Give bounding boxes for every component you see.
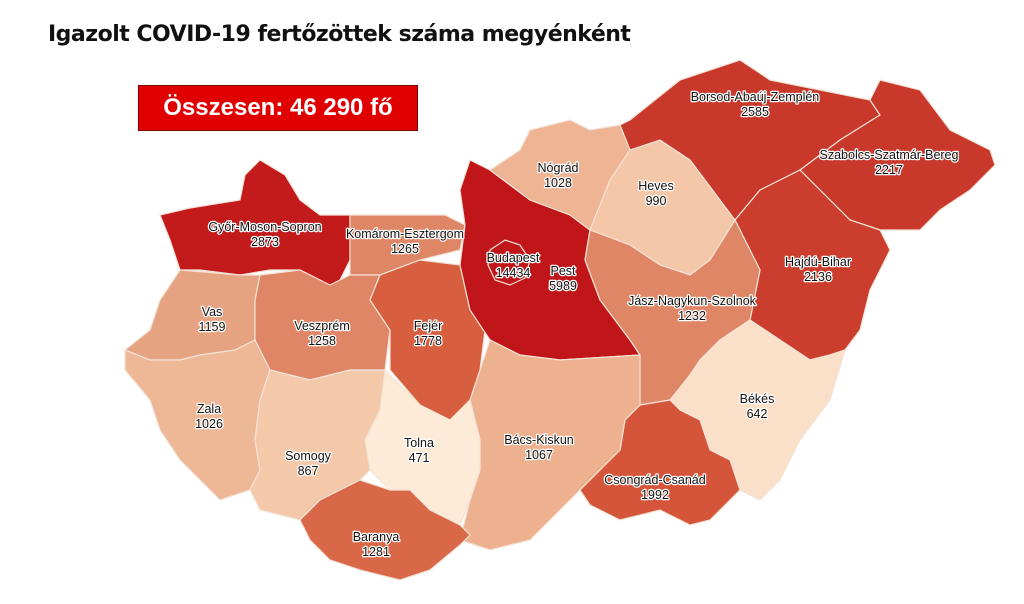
label-pest: Pest 5989 [549, 264, 577, 293]
label-baranya: Baranya 1281 [353, 530, 400, 559]
county-baranya[interactable] [299, 479, 471, 581]
county-vas[interactable] [123, 269, 261, 361]
label-hajdu: Hajdú-Bihar 2136 [785, 255, 851, 284]
label-bacs: Bács-Kiskun 1067 [504, 433, 574, 462]
map-title: Igazolt COVID-19 fertőzöttek száma megyé… [48, 22, 631, 47]
label-somogy: Somogy 867 [285, 449, 332, 478]
total-badge: Összesen: 46 290 fő [138, 85, 418, 131]
label-budapest: Budapest 14434 [487, 251, 540, 280]
label-szabolcs: Szabolcs-Szatmár-Bereg 2217 [820, 148, 959, 177]
county-budapest[interactable] [487, 239, 531, 286]
label-fejer: Fejér 1778 [414, 319, 442, 348]
label-csongrad: Csongrád-Csanád 1992 [604, 473, 705, 502]
label-komarom: Komárom-Esztergom 1265 [346, 227, 464, 256]
label-veszprem: Veszprém 1258 [294, 319, 350, 348]
label-nograd: Nógrád 1028 [538, 161, 579, 190]
label-jasz: Jász-Nagykun-Szolnok 1232 [628, 294, 757, 323]
county-komarom-esztergom[interactable] [349, 214, 466, 276]
label-bekes: Békés 642 [740, 392, 775, 421]
label-vas: Vas 1159 [199, 305, 226, 334]
label-zala: Zala 1026 [195, 402, 223, 431]
label-heves: Heves 990 [638, 179, 673, 208]
county-szabolcs-szatmar-bereg[interactable] [799, 79, 996, 231]
label-borsod: Borsod-Abaúj-Zemplén 2585 [691, 90, 820, 119]
label-gyor: Győr-Moson-Sopron 2873 [208, 220, 321, 249]
label-tolna: Tolna 471 [404, 436, 434, 465]
